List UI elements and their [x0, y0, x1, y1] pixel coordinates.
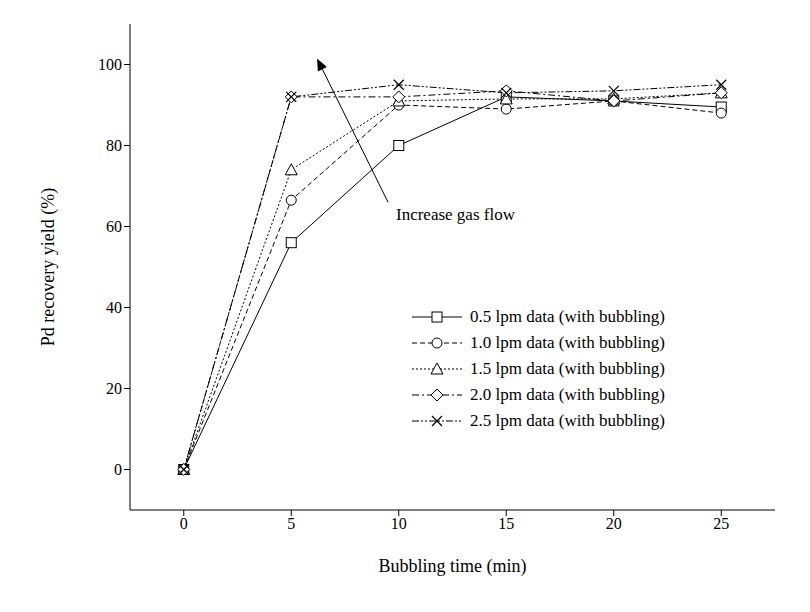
svg-text:10: 10: [391, 515, 407, 532]
html-text:0.5 lpm data (with bubbling): 0.5 lpm data (with bubbling): [470, 307, 665, 326]
svg-text:0: 0: [114, 461, 122, 478]
svg-text:80: 80: [106, 137, 122, 154]
svg-text:Bubbling time (min): Bubbling time (min): [379, 556, 527, 577]
svg-text:Pd recovery yield (%): Pd recovery yield (%): [38, 188, 59, 346]
svg-text:Increase gas flow: Increase gas flow: [396, 205, 516, 224]
html-text:1.5 lpm data (with bubbling): 1.5 lpm data (with bubbling): [470, 359, 665, 378]
svg-text:15: 15: [498, 515, 514, 532]
svg-text:20: 20: [606, 515, 622, 532]
html-text:1.0 lpm data (with bubbling): 1.0 lpm data (with bubbling): [470, 333, 665, 352]
svg-text:0: 0: [180, 515, 188, 532]
html-text:2.5 lpm data (with bubbling): 2.5 lpm data (with bubbling): [470, 411, 665, 430]
svg-text:60: 60: [106, 218, 122, 235]
svg-text:25: 25: [713, 515, 729, 532]
svg-text:5: 5: [287, 515, 295, 532]
html-text:2.0 lpm data (with bubbling): 2.0 lpm data (with bubbling): [470, 385, 665, 404]
svg-text:20: 20: [106, 380, 122, 397]
svg-text:100: 100: [98, 56, 122, 73]
svg-text:40: 40: [106, 299, 122, 316]
